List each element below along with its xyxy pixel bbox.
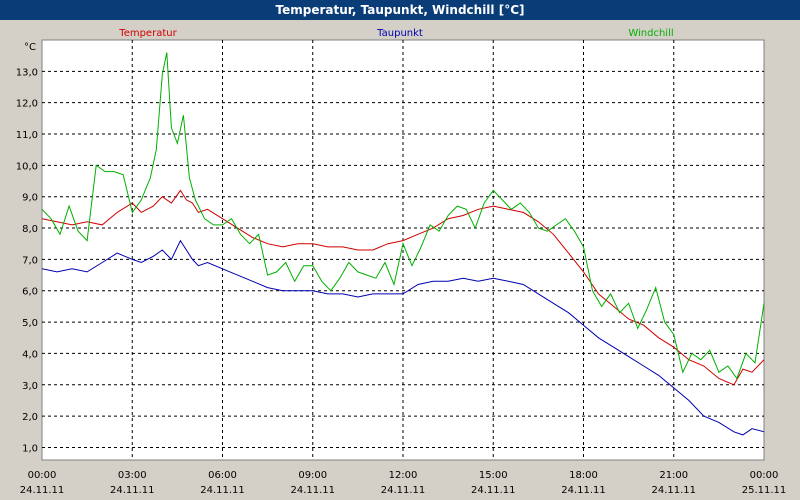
x-tick-time: 15:00 bbox=[479, 470, 508, 481]
y-tick-label: 2,0 bbox=[22, 412, 38, 423]
series-line-taupunkt bbox=[41, 239, 765, 436]
x-tick-time: 18:00 bbox=[569, 470, 598, 481]
y-tick-label: 12,0 bbox=[16, 99, 38, 110]
y-tick-label: 13,0 bbox=[16, 67, 38, 78]
x-tick-time: 03:00 bbox=[118, 470, 147, 481]
x-tick-date: 24.11.11 bbox=[110, 485, 155, 496]
chart: Temperatur Taupunkt Windchill °C 1,0 2,0 3,0 4… bbox=[0, 20, 800, 500]
x-tick-date: 24.11.11 bbox=[381, 485, 426, 496]
legend-temperatur: Temperatur bbox=[118, 28, 177, 39]
y-axis-unit: °C bbox=[24, 42, 36, 53]
x-tick-date: 25.11.11 bbox=[742, 485, 787, 496]
y-tick-label: 3,0 bbox=[22, 381, 38, 392]
series-line-temperatur bbox=[41, 189, 765, 386]
y-tick-label: 4,0 bbox=[22, 349, 38, 360]
x-tick-date: 24.11.11 bbox=[651, 485, 696, 496]
x-tick-time: 12:00 bbox=[389, 470, 418, 481]
gridlines bbox=[42, 40, 764, 460]
x-tick-date: 24.11.11 bbox=[290, 485, 335, 496]
x-tick-time: 00:00 bbox=[750, 470, 779, 481]
x-tick-time: 21:00 bbox=[659, 470, 688, 481]
y-tick-label: 1,0 bbox=[22, 443, 38, 454]
y-tick-label: 6,0 bbox=[22, 287, 38, 298]
x-axis: 00:00 24.11.11 03:00 24.11.11 06:00 24.11.11 0… bbox=[20, 470, 787, 496]
y-tick-label: 11,0 bbox=[16, 130, 38, 141]
x-tick-time: 09:00 bbox=[298, 470, 327, 481]
chart-title: Temperatur, Taupunkt, Windchill [°C] bbox=[0, 0, 800, 20]
y-tick-label: 9,0 bbox=[22, 193, 38, 204]
legend: Temperatur Taupunkt Windchill bbox=[118, 28, 673, 39]
y-tick-label: 8,0 bbox=[22, 224, 38, 235]
x-tick-date: 24.11.11 bbox=[20, 485, 65, 496]
x-tick-date: 24.11.11 bbox=[561, 485, 606, 496]
y-tick-label: 5,0 bbox=[22, 318, 38, 329]
x-tick-date: 24.11.11 bbox=[200, 485, 245, 496]
legend-windchill: Windchill bbox=[628, 28, 673, 39]
legend-taupunkt: Taupunkt bbox=[376, 28, 423, 39]
x-tick-time: 06:00 bbox=[208, 470, 237, 481]
series-lines bbox=[41, 52, 765, 436]
y-tick-label: 10,0 bbox=[16, 161, 38, 172]
x-tick-time: 00:00 bbox=[28, 470, 57, 481]
x-tick-date: 24.11.11 bbox=[471, 485, 516, 496]
series-line-windchill bbox=[41, 52, 765, 380]
y-tick-label: 7,0 bbox=[22, 255, 38, 266]
y-axis: °C 1,0 2,0 3,0 4,0 5,0 6,0 7,0 8,0 9,0 10,0 11,0 12,… bbox=[16, 42, 38, 454]
